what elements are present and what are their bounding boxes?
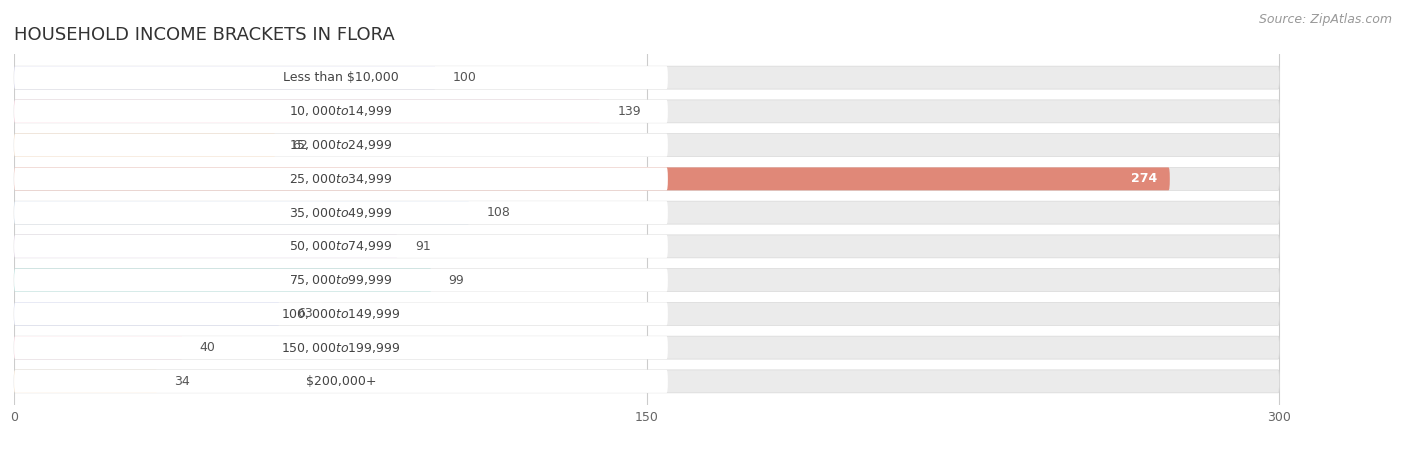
FancyBboxPatch shape bbox=[14, 167, 1279, 190]
Text: $200,000+: $200,000+ bbox=[305, 375, 377, 388]
FancyBboxPatch shape bbox=[14, 134, 1279, 157]
Text: $35,000 to $49,999: $35,000 to $49,999 bbox=[290, 206, 392, 220]
Text: $25,000 to $34,999: $25,000 to $34,999 bbox=[290, 172, 392, 186]
FancyBboxPatch shape bbox=[14, 370, 157, 393]
Text: $50,000 to $74,999: $50,000 to $74,999 bbox=[290, 239, 392, 253]
FancyBboxPatch shape bbox=[14, 336, 1279, 359]
FancyBboxPatch shape bbox=[14, 235, 668, 258]
FancyBboxPatch shape bbox=[14, 100, 1279, 123]
Text: 108: 108 bbox=[486, 206, 510, 219]
FancyBboxPatch shape bbox=[14, 370, 1279, 393]
FancyBboxPatch shape bbox=[14, 235, 1279, 258]
Text: $75,000 to $99,999: $75,000 to $99,999 bbox=[290, 273, 392, 287]
FancyBboxPatch shape bbox=[14, 134, 668, 157]
FancyBboxPatch shape bbox=[14, 134, 276, 157]
Text: Less than $10,000: Less than $10,000 bbox=[283, 71, 399, 84]
Text: $100,000 to $149,999: $100,000 to $149,999 bbox=[281, 307, 401, 321]
FancyBboxPatch shape bbox=[14, 66, 436, 89]
FancyBboxPatch shape bbox=[14, 201, 1279, 224]
FancyBboxPatch shape bbox=[14, 167, 668, 190]
Text: 100: 100 bbox=[453, 71, 477, 84]
Text: 139: 139 bbox=[617, 105, 641, 118]
FancyBboxPatch shape bbox=[14, 201, 668, 224]
Text: Source: ZipAtlas.com: Source: ZipAtlas.com bbox=[1258, 14, 1392, 27]
FancyBboxPatch shape bbox=[14, 269, 1279, 292]
FancyBboxPatch shape bbox=[14, 302, 1279, 325]
Text: 91: 91 bbox=[415, 240, 430, 253]
FancyBboxPatch shape bbox=[14, 235, 398, 258]
FancyBboxPatch shape bbox=[14, 370, 668, 393]
Text: 274: 274 bbox=[1130, 172, 1157, 185]
FancyBboxPatch shape bbox=[14, 167, 1170, 190]
Text: $150,000 to $199,999: $150,000 to $199,999 bbox=[281, 341, 401, 355]
FancyBboxPatch shape bbox=[14, 100, 668, 123]
Text: 62: 62 bbox=[292, 139, 308, 152]
Text: 40: 40 bbox=[200, 341, 215, 354]
Text: 63: 63 bbox=[297, 307, 312, 320]
FancyBboxPatch shape bbox=[14, 66, 668, 89]
FancyBboxPatch shape bbox=[14, 201, 470, 224]
Text: 99: 99 bbox=[449, 274, 464, 287]
Text: $10,000 to $14,999: $10,000 to $14,999 bbox=[290, 104, 392, 118]
Text: HOUSEHOLD INCOME BRACKETS IN FLORA: HOUSEHOLD INCOME BRACKETS IN FLORA bbox=[14, 26, 395, 44]
FancyBboxPatch shape bbox=[14, 100, 600, 123]
FancyBboxPatch shape bbox=[14, 302, 668, 325]
FancyBboxPatch shape bbox=[14, 269, 668, 292]
FancyBboxPatch shape bbox=[14, 336, 668, 359]
Text: 34: 34 bbox=[174, 375, 190, 388]
FancyBboxPatch shape bbox=[14, 302, 280, 325]
FancyBboxPatch shape bbox=[14, 336, 183, 359]
FancyBboxPatch shape bbox=[14, 66, 1279, 89]
FancyBboxPatch shape bbox=[14, 269, 432, 292]
Text: $15,000 to $24,999: $15,000 to $24,999 bbox=[290, 138, 392, 152]
